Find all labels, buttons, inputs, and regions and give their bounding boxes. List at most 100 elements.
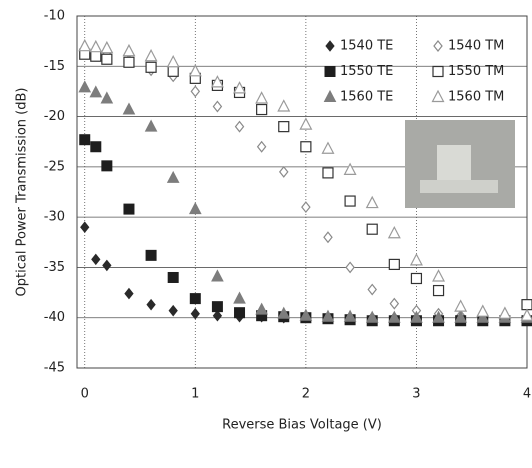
point (387, 310, 401, 323)
point (454, 299, 468, 312)
point (211, 269, 224, 282)
point (234, 307, 246, 319)
legend-label: 1560 TE (340, 90, 393, 105)
point (144, 119, 158, 132)
point (210, 75, 224, 88)
legend-marker (431, 89, 445, 103)
point (90, 50, 102, 62)
x-tick-label: 2 (302, 387, 310, 402)
y-tick-label: -20 (44, 109, 65, 124)
point (299, 117, 313, 130)
point (278, 165, 289, 178)
point (322, 167, 334, 179)
point (123, 203, 135, 215)
point (78, 38, 92, 52)
point (166, 170, 180, 183)
inset-slab (420, 180, 498, 193)
point (389, 297, 400, 310)
point (432, 269, 446, 282)
point (255, 302, 268, 315)
point (188, 64, 202, 77)
point (521, 299, 532, 311)
legend-label: 1540 TE (340, 39, 393, 54)
x-tick-label: 4 (523, 387, 531, 402)
point (277, 306, 291, 319)
point (124, 287, 134, 300)
point (410, 272, 423, 285)
point (476, 310, 490, 323)
point (366, 223, 378, 235)
point (79, 134, 91, 146)
point (212, 309, 223, 322)
point (89, 85, 103, 98)
point (365, 310, 379, 323)
x-tick-label: 0 (81, 387, 89, 402)
point (146, 298, 156, 311)
point (277, 99, 291, 112)
legend-label: 1550 TM (448, 64, 504, 79)
point (476, 304, 490, 317)
point (410, 310, 423, 323)
point (498, 306, 512, 319)
point (432, 310, 445, 323)
y-tick-label: -30 (44, 210, 65, 225)
point (321, 141, 335, 154)
legend-marker (325, 40, 335, 52)
point (145, 61, 157, 73)
point (255, 91, 269, 104)
point (145, 249, 157, 261)
point (387, 225, 401, 239)
point (190, 85, 201, 98)
point (78, 80, 92, 93)
point (432, 284, 445, 297)
point (144, 48, 158, 62)
point (167, 65, 179, 77)
y-tick-label: -25 (44, 159, 65, 174)
y-tick-label: -10 (44, 9, 65, 24)
marks-layer (78, 38, 532, 327)
y-tick-label: -15 (44, 59, 65, 74)
point (520, 308, 532, 321)
point (388, 258, 400, 271)
point (344, 195, 356, 207)
point (100, 40, 114, 54)
point (91, 253, 101, 266)
legend-marker (432, 65, 444, 78)
point (101, 160, 113, 172)
point (343, 162, 357, 175)
legend-label: 1540 TM (448, 39, 504, 54)
point (188, 202, 202, 215)
point (299, 308, 313, 321)
y-tick-label: -40 (44, 310, 65, 325)
legend-marker (323, 89, 337, 102)
point (256, 103, 268, 116)
y-axis-title: Optical Power Transmission (dB) (15, 88, 30, 297)
point (168, 304, 178, 317)
y-tick-label: -35 (44, 260, 65, 275)
point (122, 102, 136, 115)
point (233, 291, 246, 304)
point (454, 310, 467, 323)
point (343, 309, 357, 322)
point (80, 221, 90, 234)
point (409, 253, 423, 266)
plot-frame (76, 15, 528, 369)
point (278, 121, 290, 133)
point (90, 141, 102, 153)
point (321, 309, 335, 322)
point (122, 43, 136, 57)
point (323, 231, 333, 244)
point (367, 283, 377, 296)
point (167, 271, 179, 283)
point (100, 91, 114, 104)
y-tick-label: -45 (44, 361, 65, 376)
point (300, 141, 312, 153)
legend-marker (433, 40, 443, 52)
point (256, 140, 267, 153)
x-axis-title: Reverse Bias Voltage (V) (222, 418, 382, 433)
point (345, 261, 355, 274)
legend-label: 1560 TM (448, 90, 504, 105)
point (166, 54, 180, 68)
